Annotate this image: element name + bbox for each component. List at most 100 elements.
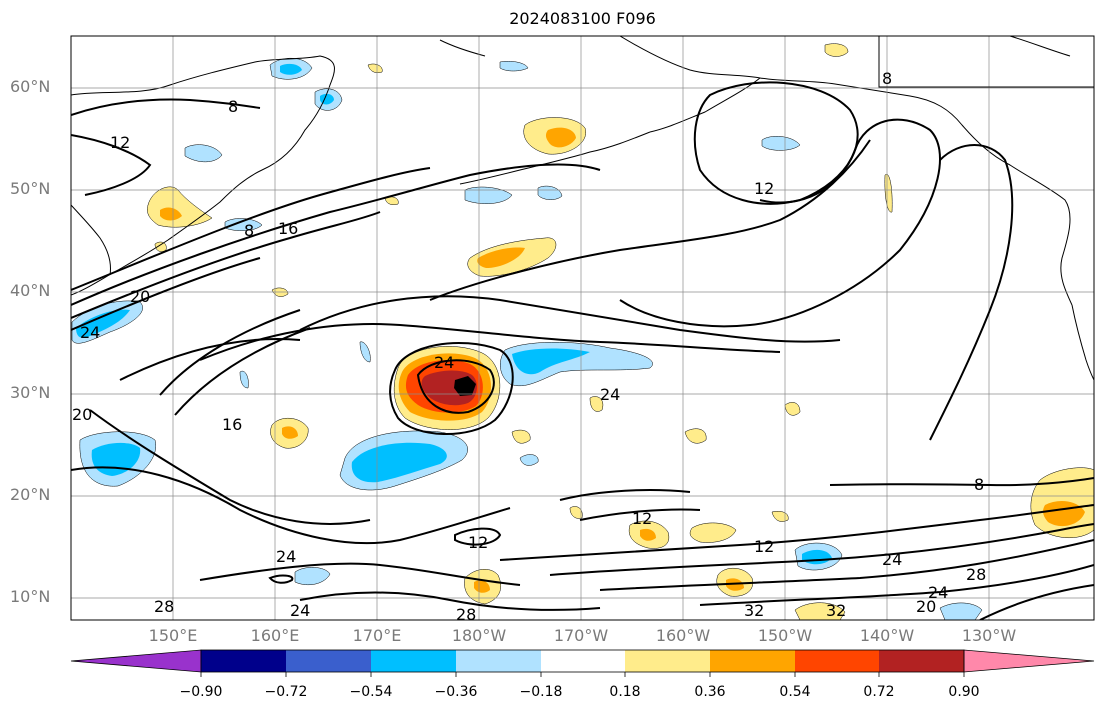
positive-anomaly-blob-small-c (511, 429, 531, 444)
contour-label-24-high: 24 (434, 353, 454, 372)
positive-anomaly-blob-north-small (824, 43, 849, 57)
contour-line-trough-c (199, 323, 781, 361)
contour-label-24-jet: 24 (80, 323, 100, 342)
lon-label-150e: 150°E (148, 626, 198, 645)
contour-lines (71, 81, 1094, 620)
contour-line-trough-a (429, 139, 871, 301)
negative-anomaly-patch-a-core (280, 63, 302, 75)
positive-anomaly-blob-south-edge (794, 602, 846, 620)
colorbar-bin-7 (710, 650, 795, 672)
contour-jet-line-3 (71, 211, 381, 319)
contour-line-8-north (71, 98, 261, 116)
colorbar-bin-2 (286, 650, 371, 672)
contour-label-20-west: 20 (72, 405, 92, 424)
contour-jet-line-1 (71, 167, 431, 291)
contour-label-20-jet: 20 (130, 287, 150, 306)
lat-label-60n: 60°N (10, 77, 51, 96)
lon-label-160w: 160°W (655, 626, 711, 645)
contour-label-28-se: 28 (966, 565, 986, 584)
colorbar-frame (200, 649, 965, 673)
positive-anomaly-cell-dateline-peak (454, 376, 476, 396)
positive-anomaly-blob-small-b (684, 428, 707, 444)
colorbar-label-8: 0.54 (779, 684, 811, 700)
positive-anomaly-blob-small-d (589, 396, 604, 412)
lat-label-20n: 20°N (10, 485, 51, 504)
negative-anomaly-patch-g (224, 218, 263, 231)
negative-anomaly-streak-west-core (76, 309, 130, 338)
negative-anomaly-patch-f (294, 567, 331, 585)
colorbar-label-6: 0.18 (609, 684, 641, 700)
contour-label-32-south2: 32 (826, 601, 846, 620)
contour-label-8-jet: 8 (244, 221, 254, 240)
map-background (71, 36, 1094, 620)
negative-anomaly-patch-i (239, 370, 249, 389)
coastline-north-america (1071, 304, 1094, 381)
colorbar-label-4: −0.36 (434, 684, 478, 700)
positive-anomaly-blob-nw-core (160, 207, 182, 221)
contour-label-24-east: 24 (600, 385, 620, 404)
positive-anomaly-blob-15n-core (726, 578, 744, 591)
colorbar-bin-8 (795, 650, 879, 672)
contour-spiral-aleutian-low (619, 118, 941, 328)
lon-label-170w: 170°W (553, 626, 609, 645)
positive-anomaly-blob-hawaii2 (689, 522, 737, 543)
colorbar-label-3: −0.54 (349, 684, 393, 700)
negative-anomaly-patch-d (761, 136, 801, 151)
positive-anomaly-blob-midlat-core (477, 247, 525, 268)
lon-label-140w: 140°W (859, 626, 915, 645)
contour-closed-high-dateline (416, 359, 495, 414)
coastline-islands-b (1009, 36, 1071, 57)
lon-label-130w: 130°W (961, 626, 1017, 645)
contour-label-12-easterly: 12 (754, 537, 774, 556)
colorbar-bin-3 (371, 650, 456, 672)
positive-anomaly-blob-small-e (569, 506, 583, 519)
contour-label-28-south: 28 (456, 605, 476, 624)
positive-anomaly-blob-hawaii-core (640, 528, 656, 541)
contour-label-24-easterly: 24 (882, 550, 902, 569)
colorbar-label-7: 0.36 (694, 684, 726, 700)
colorbar-label-1: −0.90 (179, 684, 223, 700)
contour-line-8-ridge (929, 144, 1014, 441)
contour-label-8-east: 8 (974, 475, 984, 494)
contour-label-32-south: 32 (744, 601, 764, 620)
negative-anomaly-blob-east-core (512, 348, 590, 375)
coastlines (71, 36, 1094, 381)
contour-line-12-north (71, 134, 152, 196)
lon-label-150w: 150°W (757, 626, 813, 645)
negative-anomaly-patch-c (184, 144, 223, 163)
contour-label-12-hawaii: 12 (632, 509, 652, 528)
contour-line-easterly-a (499, 504, 1094, 561)
positive-anomaly-blob-27n-core (282, 426, 298, 439)
map-title: 2024083100 F096 (509, 9, 656, 28)
colorbar-bin-1 (201, 650, 286, 672)
contour-line-easterly-d (699, 564, 1094, 606)
coastline-kamchatka-siberia (71, 55, 335, 296)
contour-line-8-east (829, 477, 1094, 487)
colorbar-bin-6 (625, 650, 710, 672)
positive-anomaly-blob-12n-core (474, 580, 490, 593)
lat-label-10n: 10°N (10, 587, 51, 606)
colorbar-label-2: −0.72 (264, 684, 308, 700)
contour-line-midlat-b (174, 327, 311, 416)
positive-anomaly-blob-small-f (771, 511, 789, 522)
coastline-islands-a (439, 39, 486, 57)
map-frame (70, 35, 1095, 621)
lat-label-30n: 30°N (10, 383, 51, 402)
contour-line-subtropical-c (199, 562, 521, 586)
contour-label-8-nw: 8 (228, 97, 238, 116)
lon-label-160e: 160°E (250, 626, 300, 645)
contour-label-12-aleutian: 12 (754, 179, 774, 198)
contour-line-easterly-c (599, 539, 1094, 591)
coastline-aleutians (459, 131, 651, 185)
negative-anomaly-patch-c2 (464, 186, 513, 204)
positive-anomaly-blob-aleutian-core (545, 127, 576, 148)
colorbar-label-5: −0.18 (519, 684, 563, 700)
lon-label-170e: 170°E (352, 626, 402, 645)
coastline-alaska (619, 36, 1073, 306)
contour-line-closed-24 (268, 574, 294, 584)
contour-label-12-nw: 12 (110, 133, 130, 152)
colorbar-label-9: 0.72 (863, 684, 895, 700)
negative-anomaly-patch-j (939, 602, 983, 620)
contour-line-subtropical-d (299, 591, 601, 611)
